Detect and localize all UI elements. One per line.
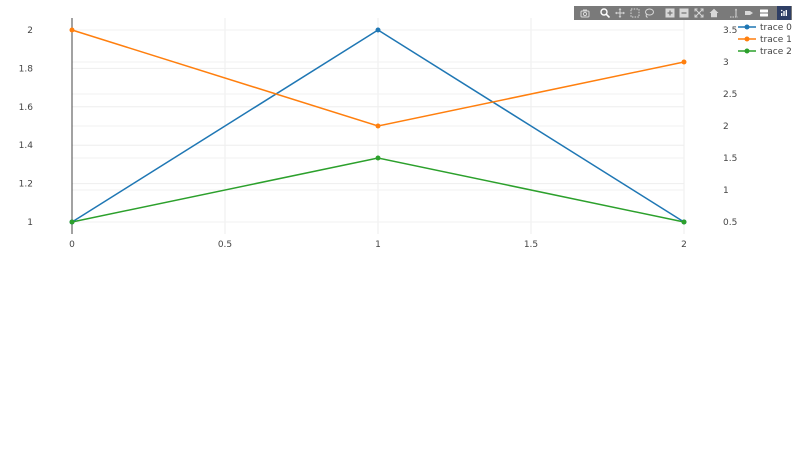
data-point[interactable] (69, 219, 75, 225)
hover-closest-button[interactable] (742, 6, 756, 20)
y2-tick-label: 1 (723, 186, 729, 196)
zoom-in-button[interactable] (663, 6, 677, 20)
tick-labels: 0 0.5 1 1.5 2 1 1.2 1.4 1.6 1.8 2 0.5 1 1.5 2 2.5 3 3.5 (19, 26, 738, 250)
zoom-in-icon (665, 8, 675, 18)
box-select-button[interactable] (628, 6, 642, 20)
series-trace-2 (69, 155, 687, 225)
data-point[interactable] (681, 59, 687, 65)
data-point[interactable] (375, 155, 381, 161)
x-tick-label: 2 (681, 240, 687, 250)
legend-label: trace 0 (760, 23, 792, 33)
camera-icon (580, 9, 590, 18)
y-tick-label: 1.4 (19, 141, 34, 151)
zoom-out-button[interactable] (678, 6, 692, 20)
box-select-icon (630, 8, 640, 18)
y-tick-label: 1.6 (19, 103, 34, 113)
data-point[interactable] (681, 219, 687, 225)
home-button[interactable] (707, 6, 721, 20)
x-tick-label: 0 (69, 240, 75, 250)
y2-tick-label: 2.5 (723, 90, 737, 100)
hover-compare-icon (759, 9, 768, 17)
legend[interactable]: trace 0 trace 1 trace 2 (738, 23, 792, 57)
lasso-select-icon (645, 8, 655, 18)
zoom-out-icon (679, 8, 689, 18)
hover-closest-icon (744, 11, 753, 15)
y2-tick-label: 2 (723, 122, 729, 132)
pan-button[interactable] (613, 6, 627, 20)
spike-lines-icon (730, 8, 739, 18)
camera-button[interactable] (578, 6, 592, 20)
home-icon (709, 8, 719, 18)
plotly-logo-button[interactable] (777, 6, 791, 20)
zoom-icon (600, 8, 611, 18)
y-tick-label: 1.8 (19, 64, 34, 74)
legend-label: trace 2 (760, 47, 792, 57)
data-point[interactable] (375, 27, 381, 33)
data-point[interactable] (375, 123, 381, 129)
legend-swatch-marker (744, 24, 750, 30)
hover-compare-button[interactable] (757, 6, 771, 20)
autoscale-icon (694, 8, 704, 18)
lasso-select-button[interactable] (642, 6, 656, 20)
legend-label: trace 1 (760, 35, 792, 45)
series-lines (69, 27, 687, 225)
legend-swatch-marker (744, 36, 750, 42)
plotly-logo-icon (781, 9, 788, 16)
y2-tick-label: 3 (723, 58, 729, 68)
legend-item[interactable]: trace 1 (738, 35, 792, 45)
spike-lines-button[interactable] (727, 6, 741, 20)
modebar-toolbar (574, 6, 792, 20)
y2-tick-label: 1.5 (723, 154, 737, 164)
legend-item[interactable]: trace 2 (738, 47, 792, 57)
y-tick-label: 2 (27, 26, 33, 36)
y-tick-label: 1 (27, 218, 33, 228)
x-tick-label: 1.5 (524, 240, 538, 250)
y2-tick-label: 0.5 (723, 218, 737, 228)
x-tick-label: 1 (375, 240, 381, 250)
series-trace-1 (69, 27, 687, 129)
pan-icon (615, 8, 625, 18)
y-tick-label: 1.2 (19, 180, 33, 190)
y2-tick-label: 3.5 (723, 26, 737, 36)
legend-swatch-marker (744, 48, 750, 54)
legend-item[interactable]: trace 0 (738, 23, 792, 33)
zoom-button[interactable] (599, 6, 613, 20)
x-tick-label: 0.5 (218, 240, 232, 250)
autoscale-button[interactable] (692, 6, 706, 20)
data-point[interactable] (69, 27, 75, 33)
